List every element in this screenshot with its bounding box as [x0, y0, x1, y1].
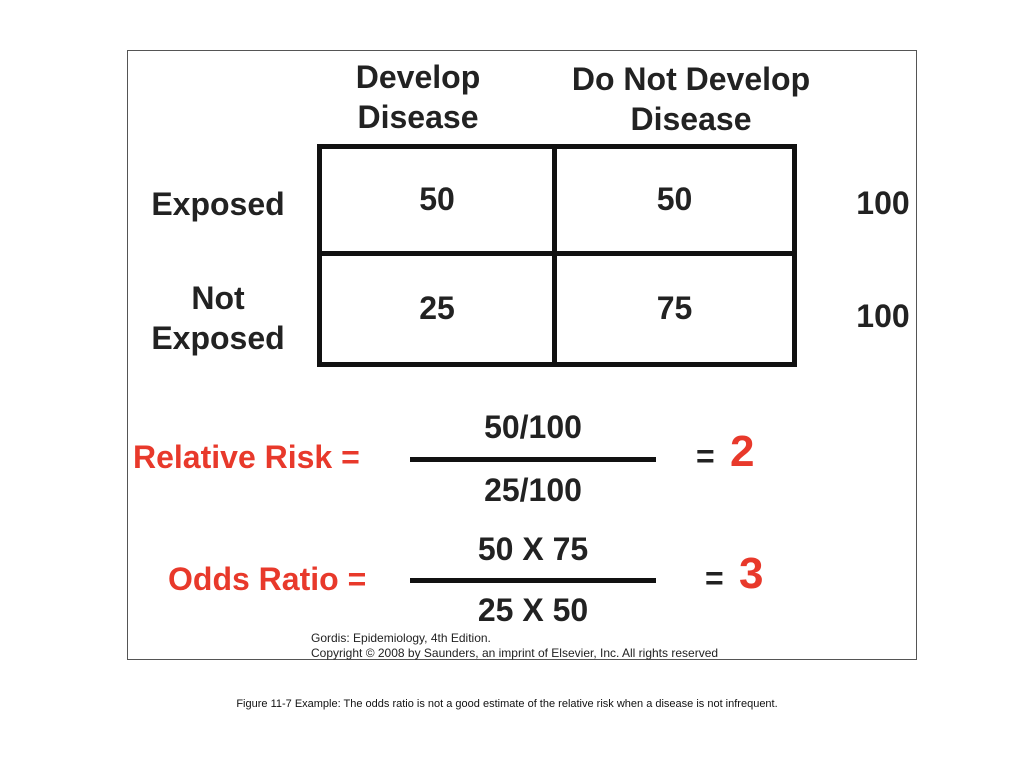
- odds-ratio-label: Odds Ratio =: [168, 561, 367, 597]
- row-label-line: Not: [191, 280, 245, 316]
- odds-ratio-denominator: 25 X 50: [477, 592, 589, 628]
- col-header-line: Disease: [357, 99, 479, 135]
- source-credit: Gordis: Epidemiology, 4th Edition. Copyr…: [311, 631, 718, 661]
- cell-not-exposed-not-develop: 75: [656, 290, 693, 327]
- col-header-line: Develop: [355, 59, 481, 95]
- cell-exposed-not-develop: 50: [557, 149, 792, 256]
- relative-risk-equals: =: [696, 438, 715, 474]
- figure-frame: Develop Disease Do Not Develop Disease E…: [127, 50, 917, 660]
- row-label-not-exposed: Not Exposed: [134, 278, 302, 358]
- row-label-exposed: Exposed: [134, 184, 302, 224]
- credit-line-title: Gordis: Epidemiology, 4th Edition.: [311, 631, 491, 645]
- odds-ratio-result: 3: [739, 549, 764, 598]
- row-total-exposed: 100: [856, 185, 910, 221]
- cell-not-exposed-develop: 25: [322, 255, 557, 362]
- row-total-not-exposed: 100: [856, 298, 910, 334]
- col-header-line: Do Not Develop: [571, 61, 811, 97]
- odds-ratio-equals: =: [705, 560, 724, 596]
- cell-exposed-develop: 50: [322, 149, 557, 256]
- col-header-develop-disease: Develop Disease: [328, 57, 508, 137]
- col-header-line: Disease: [630, 101, 752, 137]
- figure-caption: Figure 11-7 Example: The odds ratio is n…: [236, 698, 778, 710]
- relative-risk-numerator: 50/100: [484, 409, 582, 445]
- relative-risk-denominator: 25/100: [484, 472, 582, 508]
- credit-line-copyright: Copyright © 2008 by Saunders, an imprint…: [311, 646, 719, 660]
- row-label-line: Exposed: [151, 320, 285, 356]
- relative-risk-result: 2: [730, 427, 755, 476]
- odds-ratio-numerator: 50 X 75: [477, 531, 589, 567]
- odds-ratio-fraction-bar: [410, 578, 656, 583]
- col-header-do-not-develop-disease: Do Not Develop Disease: [546, 59, 836, 139]
- relative-risk-label: Relative Risk =: [133, 439, 360, 475]
- relative-risk-fraction-bar: [410, 457, 656, 462]
- row-label-line: Exposed: [151, 186, 285, 222]
- contingency-table: 50 50 25 75: [317, 144, 797, 367]
